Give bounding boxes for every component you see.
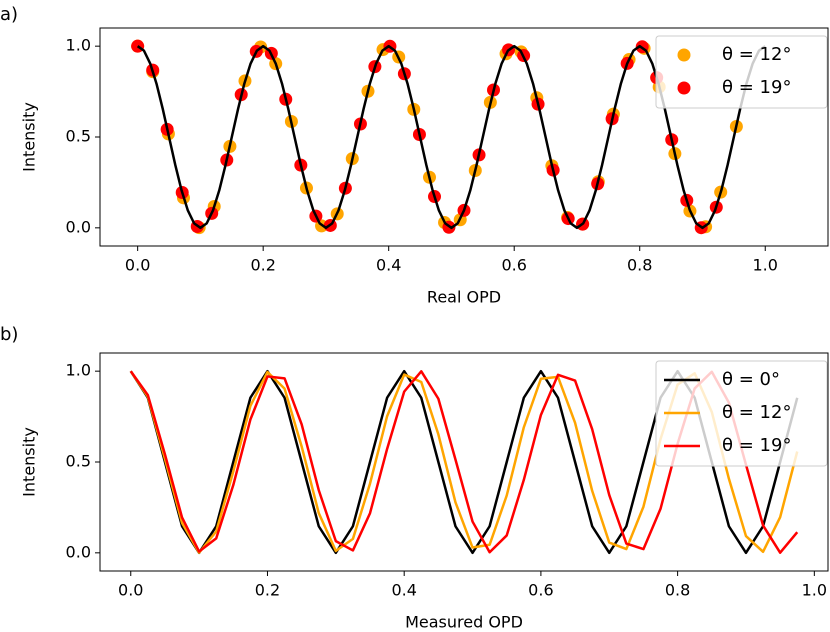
legend-label: θ = 19° — [722, 77, 791, 98]
y-tick-label: 1.0 — [66, 36, 91, 55]
x-tick-label: 0.0 — [125, 256, 150, 275]
x-tick-label: 1.0 — [753, 256, 778, 275]
x-tick-label: 0.2 — [255, 581, 280, 600]
panel: a) 0.0 0.2 0.4 0.6 0.8 1.0 0.0 0.5 1.0 Real OPD Int… — [0, 4, 829, 307]
panel: b) 0.0 0.2 0.4 0.6 0.8 1.0 0.0 0.5 1.0 Measured OP… — [0, 324, 829, 632]
x-tick-label: 0.4 — [391, 581, 416, 600]
y-tick-label: 0.5 — [66, 127, 91, 146]
legend: θ = 0° θ = 12° θ = 19° — [655, 360, 828, 467]
axes-frame — [99, 352, 829, 572]
legend-label: θ = 0° — [722, 369, 780, 390]
x-axis-label: Real OPD — [427, 288, 501, 307]
y-tick-label: 0.0 — [66, 542, 91, 561]
x-tick-label: 0.6 — [501, 256, 526, 275]
legend-box — [655, 35, 828, 109]
y-tick-label: 1.0 — [66, 361, 91, 380]
x-tick-label: 1.0 — [802, 581, 827, 600]
legend-swatch — [677, 81, 691, 95]
x-tick-label: 0.4 — [376, 256, 401, 275]
y-tick-label: 0.0 — [66, 217, 91, 236]
legend: θ = 12° θ = 19° — [655, 35, 828, 109]
legend-box — [655, 360, 828, 467]
legend-label: θ = 12° — [722, 402, 791, 423]
axes-frame — [99, 27, 829, 247]
panel-label: a) — [0, 4, 18, 25]
x-tick-label: 0.8 — [665, 581, 690, 600]
legend-swatch — [677, 48, 691, 62]
y-axis-label: Intensity — [20, 102, 39, 172]
x-tick-label: 0.0 — [118, 581, 143, 600]
panel-label: b) — [0, 324, 18, 345]
x-tick-label: 0.8 — [627, 256, 652, 275]
legend-label: θ = 12° — [722, 44, 791, 65]
x-axis-label: Measured OPD — [405, 613, 523, 632]
legend-label: θ = 19° — [722, 435, 791, 456]
x-tick-label: 0.6 — [528, 581, 553, 600]
y-tick-label: 0.5 — [66, 452, 91, 471]
y-axis-label: Intensity — [20, 427, 39, 497]
x-tick-label: 0.2 — [250, 256, 275, 275]
